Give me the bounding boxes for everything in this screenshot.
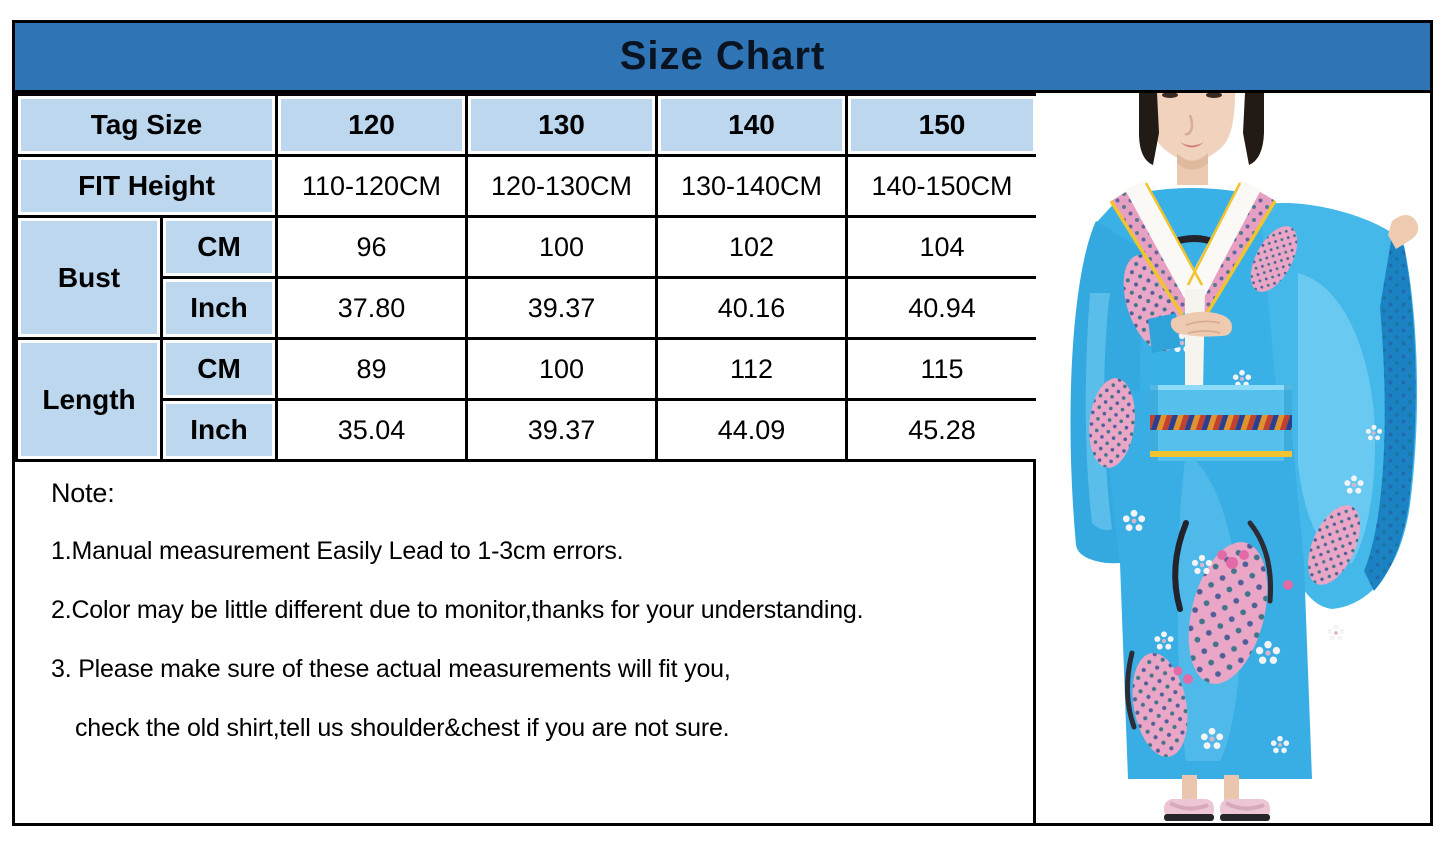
note-line: 1.Manual measurement Easily Lead to 1-3c… xyxy=(51,537,624,565)
obi-belt xyxy=(1150,385,1292,461)
page-title: Size Chart xyxy=(619,34,826,78)
length-inch-value-cell: 44.09 xyxy=(655,398,849,462)
table-row-fit-height: FIT Height 110-120CM 120-130CM 130-140CM… xyxy=(14,154,1040,218)
note-line: 3. Please make sure of these actual meas… xyxy=(51,655,731,683)
bust-label-cell: Bust xyxy=(15,215,163,340)
length-cm-value-cell: 112 xyxy=(655,337,849,401)
length-cm-value-cell: 115 xyxy=(845,337,1040,401)
length-inch-label-cell: Inch xyxy=(159,398,279,462)
kimono-collar xyxy=(1109,179,1277,391)
fit-height-value-cell: 130-140CM xyxy=(655,154,849,218)
table-row-bust-inch: Inch 37.80 39.37 40.16 40.94 xyxy=(17,276,1040,340)
note-line: check the old shirt,tell us shoulder&che… xyxy=(75,714,730,742)
content-area: Tag Size 120 130 140 150 FIT Height 110-… xyxy=(14,93,1430,823)
table-and-notes-pane: Tag Size 120 130 140 150 FIT Height 110-… xyxy=(14,93,1040,823)
size-140-cell: 140 xyxy=(655,93,849,157)
bust-inch-label-cell: Inch xyxy=(159,276,279,340)
tag-size-label-cell: Tag Size xyxy=(14,93,279,157)
raised-hand xyxy=(1388,215,1419,249)
length-inch-value-cell: 39.37 xyxy=(465,398,659,462)
size-150-cell: 150 xyxy=(845,93,1040,157)
product-photo-pane xyxy=(1036,93,1430,823)
bust-cm-value-cell: 104 xyxy=(845,215,1040,279)
length-inch-value-cell: 35.04 xyxy=(275,398,469,462)
feet-and-sandals xyxy=(1164,775,1270,821)
fit-height-value-cell: 140-150CM xyxy=(845,154,1040,218)
title-band: Size Chart xyxy=(15,23,1430,93)
table-row-length-cm: Length CM 89 100 112 115 xyxy=(15,337,1040,462)
fit-height-value-cell: 120-130CM xyxy=(465,154,659,218)
table-row-bust-cm: Bust CM 96 100 102 104 xyxy=(15,215,1040,340)
length-label-cell: Length xyxy=(15,337,163,462)
table-row-length-inch: Inch 35.04 39.37 44.09 45.28 xyxy=(17,398,1040,462)
length-inch-value-cell: 45.28 xyxy=(845,398,1040,462)
bust-cm-value-cell: 100 xyxy=(465,215,659,279)
braided-cord xyxy=(1150,415,1292,430)
note-line: 2.Color may be little different due to m… xyxy=(51,596,864,624)
arm-across-chest xyxy=(1148,311,1232,353)
length-cm-label-cell: CM xyxy=(159,337,279,401)
table-row-tag-size: Tag Size 120 130 140 150 xyxy=(14,93,1040,157)
bust-inch-value-cell: 37.80 xyxy=(275,276,469,340)
note-section: Note: 1.Manual measurement Easily Lead t… xyxy=(15,462,1033,823)
size-table: Tag Size 120 130 140 150 FIT Height 110-… xyxy=(14,93,1040,462)
bust-cm-value-cell: 96 xyxy=(275,215,469,279)
outer-frame: Size Chart Tag Size 120 130 140 150 xyxy=(12,20,1433,826)
size-120-cell: 120 xyxy=(275,93,469,157)
kimono-child-photo xyxy=(1036,93,1430,823)
bust-inch-value-cell: 39.37 xyxy=(465,276,659,340)
fit-height-label-cell: FIT Height xyxy=(14,154,279,218)
bust-cm-label-cell: CM xyxy=(159,215,279,279)
note-heading: Note: xyxy=(51,478,115,508)
child-head xyxy=(1139,93,1264,185)
bust-inch-value-cell: 40.16 xyxy=(655,276,849,340)
bust-inch-value-cell: 40.94 xyxy=(845,276,1040,340)
length-cm-value-cell: 100 xyxy=(465,337,659,401)
size-130-cell: 130 xyxy=(465,93,659,157)
bust-cm-value-cell: 102 xyxy=(655,215,849,279)
fit-height-value-cell: 110-120CM xyxy=(275,154,469,218)
length-cm-value-cell: 89 xyxy=(275,337,469,401)
